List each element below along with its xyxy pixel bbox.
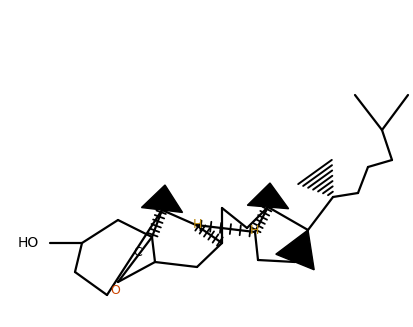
Text: HO: HO [17, 236, 38, 250]
Polygon shape [275, 230, 313, 270]
Polygon shape [247, 183, 288, 209]
Text: H: H [249, 225, 258, 237]
Text: H: H [192, 217, 201, 231]
Text: C: C [133, 246, 142, 259]
Text: O: O [110, 284, 120, 297]
Polygon shape [141, 185, 182, 213]
